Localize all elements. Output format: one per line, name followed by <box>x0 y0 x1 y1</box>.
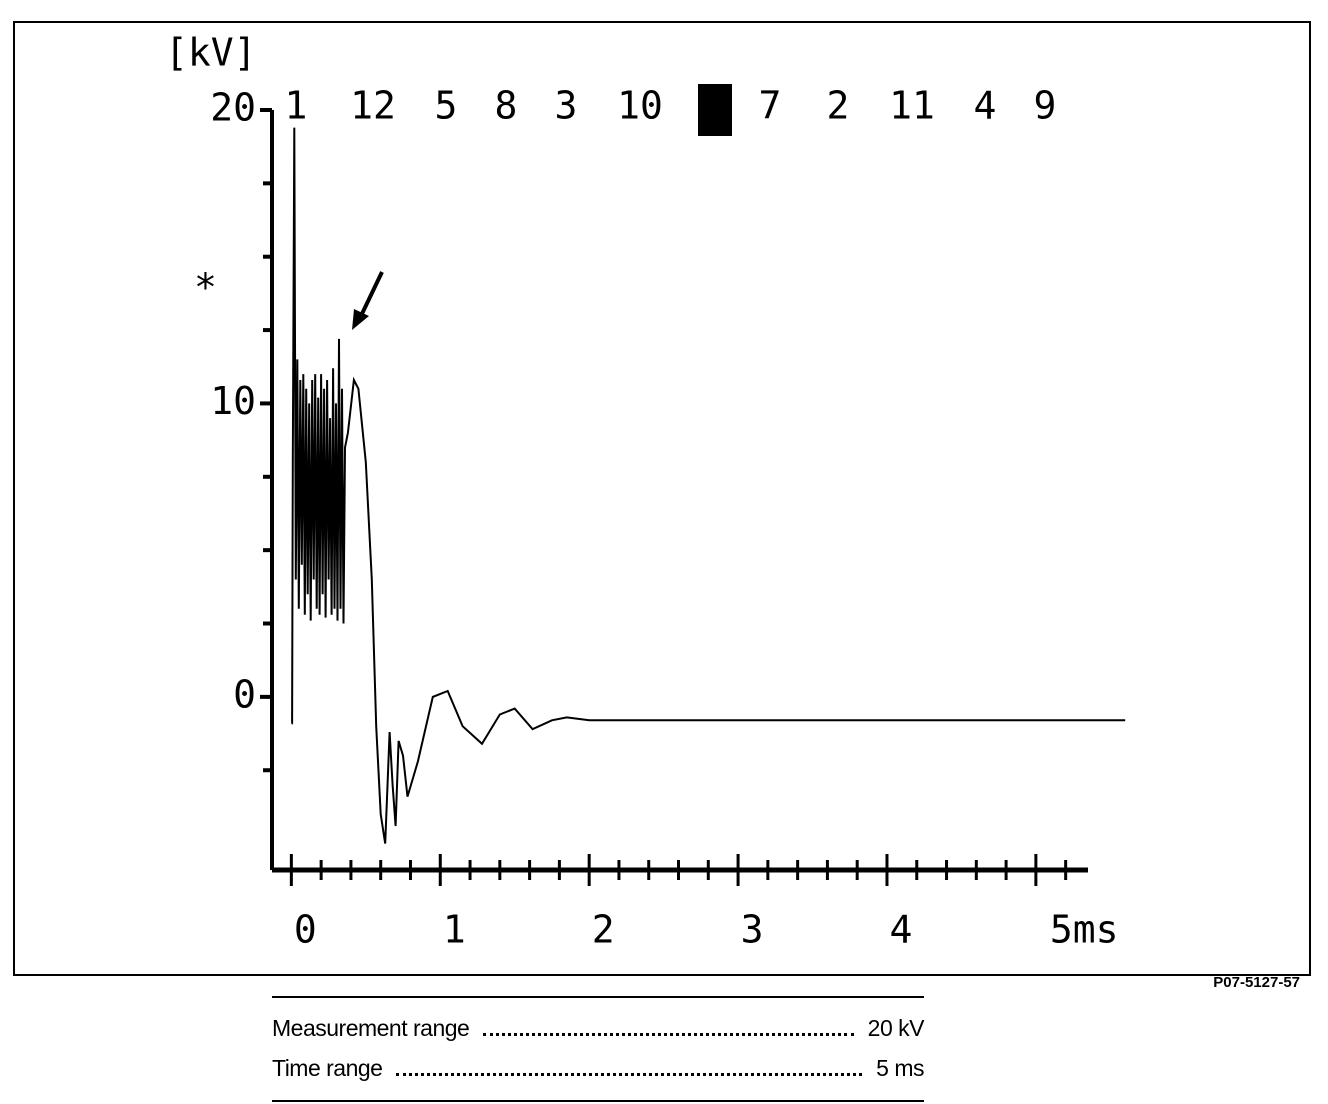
x-tick-label: 0 <box>294 908 317 952</box>
cylinder-number: 5 <box>435 84 458 128</box>
cylinder-number: 4 <box>974 84 997 128</box>
cylinder-number: 12 <box>350 84 396 128</box>
cylinder-number: 10 <box>617 84 663 128</box>
arrow <box>352 271 384 330</box>
figure-id: P07-5127-57 <box>1213 974 1300 991</box>
x-tick-label: 2 <box>592 908 615 952</box>
settings-row: Measurement range 20 kV <box>272 1008 925 1048</box>
setting-label: Time range <box>272 1055 383 1081</box>
y-tick-label: 20 <box>210 86 256 130</box>
y-axis-label: [kV] <box>165 31 257 75</box>
cylinder-highlight <box>698 84 732 136</box>
cylinder-number: 3 <box>555 84 578 128</box>
x-tick-label: 5ms <box>1050 908 1119 952</box>
trace <box>291 127 1126 844</box>
setting-label: Measurement range <box>272 1015 470 1041</box>
frame <box>13 21 1311 976</box>
x-tick-label: 3 <box>741 908 764 952</box>
setting-value: 5 ms <box>876 1055 924 1081</box>
annotation: * <box>194 266 217 310</box>
settings-table: Measurement range 20 kV Time range 5 ms <box>272 996 925 1102</box>
cylinder-number: 7 <box>759 84 782 128</box>
leader-dots <box>483 1011 854 1036</box>
x-tick-label: 1 <box>443 908 466 952</box>
cylinder-number: 1 <box>285 84 308 128</box>
y-tick-label: 0 <box>233 672 256 716</box>
cylinder-number: 2 <box>827 84 850 128</box>
cylinder-number: 11 <box>889 84 935 128</box>
leader-dots <box>396 1051 863 1076</box>
cylinder-number: 9 <box>1034 84 1057 128</box>
cylinder-number: 6 <box>704 84 727 128</box>
cylinder-number: 8 <box>495 84 518 128</box>
setting-value: 20 kV <box>867 1015 925 1041</box>
y-tick-label: 10 <box>210 379 256 423</box>
settings-row: Time range 5 ms <box>272 1048 924 1088</box>
x-tick-label: 4 <box>890 908 913 952</box>
